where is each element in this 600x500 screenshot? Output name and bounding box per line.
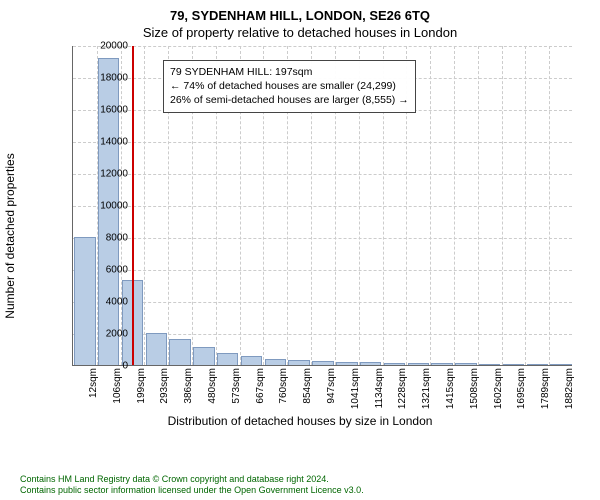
- bar: [455, 363, 476, 365]
- bar: [146, 333, 167, 365]
- x-tick-label: 854sqm: [302, 368, 313, 404]
- gridline-v: [502, 46, 503, 365]
- x-tick-label: 760sqm: [278, 368, 289, 404]
- footer-line-1: Contains HM Land Registry data © Crown c…: [20, 474, 590, 485]
- bar: [527, 364, 548, 365]
- x-axis-label: Distribution of detached houses by size …: [168, 414, 433, 428]
- bar: [503, 364, 524, 365]
- annotation-line-2: ← 74% of detached houses are smaller (24…: [170, 79, 409, 93]
- page-title: 79, SYDENHAM HILL, LONDON, SE26 6TQ: [0, 0, 600, 23]
- gridline-v: [549, 46, 550, 365]
- footer-attribution: Contains HM Land Registry data © Crown c…: [20, 474, 590, 497]
- annotation-line-3: 26% of semi-detached houses are larger (…: [170, 93, 409, 107]
- bar: [241, 356, 262, 365]
- plot-area: 79 SYDENHAM HILL: 197sqm ← 74% of detach…: [72, 46, 572, 366]
- gridline-h: [73, 270, 572, 271]
- gridline-h: [73, 142, 572, 143]
- y-tick-label: 8000: [88, 233, 128, 244]
- y-tick-label: 2000: [88, 329, 128, 340]
- x-tick-label: 1041sqm: [350, 368, 361, 409]
- gridline-h: [73, 46, 572, 47]
- y-tick-label: 18000: [88, 73, 128, 84]
- marker-line: [132, 46, 134, 365]
- gridline-h: [73, 206, 572, 207]
- bar: [336, 362, 357, 365]
- gridline-v: [454, 46, 455, 365]
- gridline-h: [73, 174, 572, 175]
- x-tick-label: 12sqm: [88, 368, 99, 398]
- bar: [169, 339, 190, 365]
- x-tick-label: 1602sqm: [493, 368, 504, 409]
- x-tick-label: 1228sqm: [397, 368, 408, 409]
- x-tick-label: 1695sqm: [516, 368, 527, 409]
- bar: [479, 364, 500, 365]
- chart-container: Number of detached properties 79 SYDENHA…: [20, 46, 580, 426]
- bar: [265, 359, 286, 365]
- y-tick-label: 20000: [88, 41, 128, 52]
- x-tick-label: 1789sqm: [540, 368, 551, 409]
- x-tick-label: 1321sqm: [421, 368, 432, 409]
- x-tick-label: 106sqm: [112, 368, 123, 404]
- x-tick-label: 293sqm: [159, 368, 170, 404]
- bar: [288, 360, 309, 365]
- gridline-v: [144, 46, 145, 365]
- annotation-line-1: 79 SYDENHAM HILL: 197sqm: [170, 65, 409, 79]
- y-tick-label: 16000: [88, 105, 128, 116]
- x-tick-label: 573sqm: [231, 368, 242, 404]
- bar: [193, 347, 214, 365]
- y-tick-label: 14000: [88, 137, 128, 148]
- x-tick-label: 1134sqm: [374, 368, 385, 408]
- footer-line-2: Contains public sector information licen…: [20, 485, 590, 496]
- x-tick-label: 1508sqm: [469, 368, 480, 409]
- y-tick-label: 12000: [88, 169, 128, 180]
- y-axis-label: Number of detached properties: [3, 153, 17, 318]
- gridline-v: [430, 46, 431, 365]
- gridline-h: [73, 302, 572, 303]
- x-tick-label: 947sqm: [326, 368, 337, 404]
- x-tick-label: 199sqm: [136, 368, 147, 404]
- bar: [384, 363, 405, 365]
- bar: [217, 353, 238, 365]
- bar: [550, 364, 571, 365]
- x-tick-label: 667sqm: [255, 368, 266, 404]
- y-tick-label: 6000: [88, 265, 128, 276]
- gridline-v: [525, 46, 526, 365]
- annotation-box: 79 SYDENHAM HILL: 197sqm ← 74% of detach…: [163, 60, 416, 113]
- bar: [312, 361, 333, 365]
- bar: [408, 363, 429, 365]
- bar: [431, 363, 452, 365]
- x-tick-label: 1415sqm: [445, 368, 456, 409]
- x-tick-label: 386sqm: [183, 368, 194, 404]
- y-tick-label: 4000: [88, 297, 128, 308]
- gridline-h: [73, 238, 572, 239]
- x-tick-label: 1882sqm: [564, 368, 575, 409]
- x-tick-label: 480sqm: [207, 368, 218, 404]
- bar: [360, 362, 381, 365]
- gridline-v: [478, 46, 479, 365]
- y-tick-label: 10000: [88, 201, 128, 212]
